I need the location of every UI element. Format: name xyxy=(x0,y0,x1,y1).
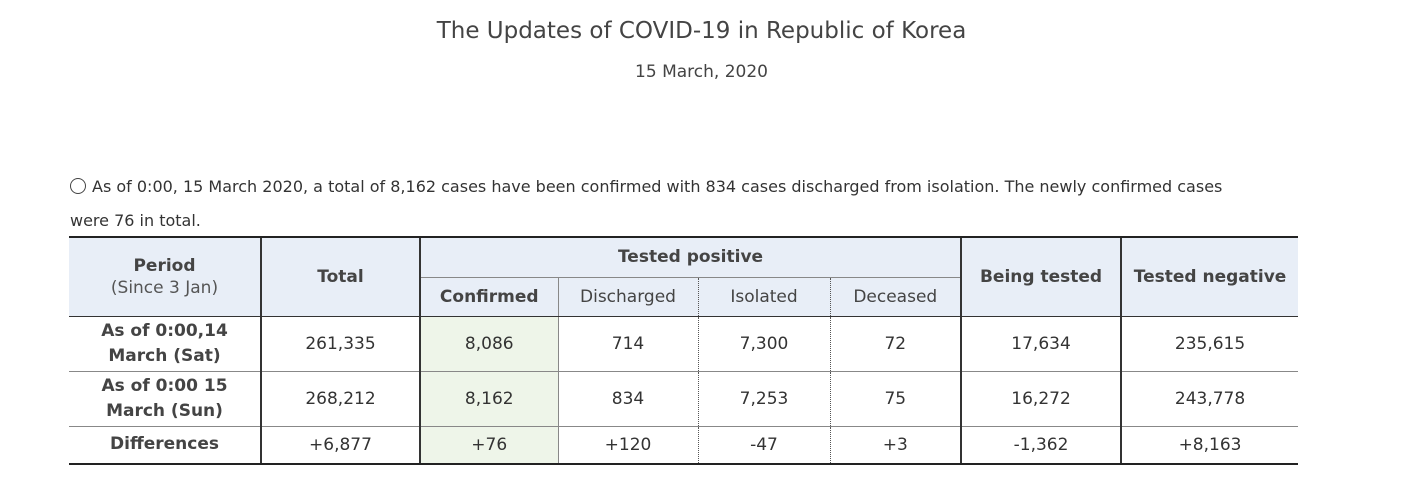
header-discharged: Discharged xyxy=(557,277,698,317)
header-total: Total xyxy=(260,236,420,317)
cell-deceased: 72 xyxy=(829,316,962,372)
circle-bullet-icon xyxy=(70,178,86,194)
cell-being-tested: 17,634 xyxy=(960,316,1122,372)
cell-tested-negative: 235,615 xyxy=(1120,316,1299,372)
summary-line-2: were 76 in total. xyxy=(70,211,201,230)
header-period: Period (Since 3 Jan) xyxy=(69,236,261,317)
header-deceased: Deceased xyxy=(829,277,962,317)
cell-confirmed: +76 xyxy=(419,426,558,465)
page-title: The Updates of COVID-19 in Republic of K… xyxy=(436,18,967,44)
cell-total: +6,877 xyxy=(260,426,420,465)
table-row: As of 0:00,14 March (Sat) 261,335 8,086 7… xyxy=(69,316,1299,372)
header-period-sub: (Since 3 Jan) xyxy=(110,277,219,298)
row-period: Differences xyxy=(69,426,261,465)
cell-confirmed: 8,162 xyxy=(419,371,558,427)
header-being-tested: Being tested xyxy=(960,236,1122,317)
cell-isolated: -47 xyxy=(697,426,830,465)
cell-discharged: 714 xyxy=(557,316,698,372)
row-period: As of 0:00,14 March (Sat) xyxy=(69,316,261,372)
table-row: Differences +6,877 +76 +120 -47 +3 -1,36… xyxy=(69,426,1299,465)
cell-deceased: +3 xyxy=(829,426,962,465)
cell-discharged: +120 xyxy=(557,426,698,465)
cell-total: 268,212 xyxy=(260,371,420,427)
cell-confirmed: 8,086 xyxy=(419,316,558,372)
row-period: As of 0:00 15 March (Sun) xyxy=(69,371,261,427)
summary-line-1: As of 0:00, 15 March 2020, a total of 8,… xyxy=(92,177,1223,196)
cell-isolated: 7,253 xyxy=(697,371,830,427)
summary-paragraph: As of 0:00, 15 March 2020, a total of 8,… xyxy=(70,170,1370,238)
cell-discharged: 834 xyxy=(557,371,698,427)
header-isolated: Isolated xyxy=(697,277,830,317)
header-confirmed: Confirmed xyxy=(419,277,558,317)
table-row: As of 0:00 15 March (Sun) 268,212 8,162 8… xyxy=(69,371,1299,427)
cell-deceased: 75 xyxy=(829,371,962,427)
cell-isolated: 7,300 xyxy=(697,316,830,372)
cell-being-tested: -1,362 xyxy=(960,426,1122,465)
page-date: 15 March, 2020 xyxy=(635,62,768,82)
header-tested-positive: Tested positive xyxy=(418,236,962,278)
cell-tested-negative: +8,163 xyxy=(1120,426,1299,465)
covid-stats-table: Period (Since 3 Jan) Total Tested positi… xyxy=(69,236,1299,465)
header-tested-negative: Tested negative xyxy=(1120,236,1299,317)
cell-being-tested: 16,272 xyxy=(960,371,1122,427)
cell-total: 261,335 xyxy=(260,316,420,372)
cell-tested-negative: 243,778 xyxy=(1120,371,1299,427)
